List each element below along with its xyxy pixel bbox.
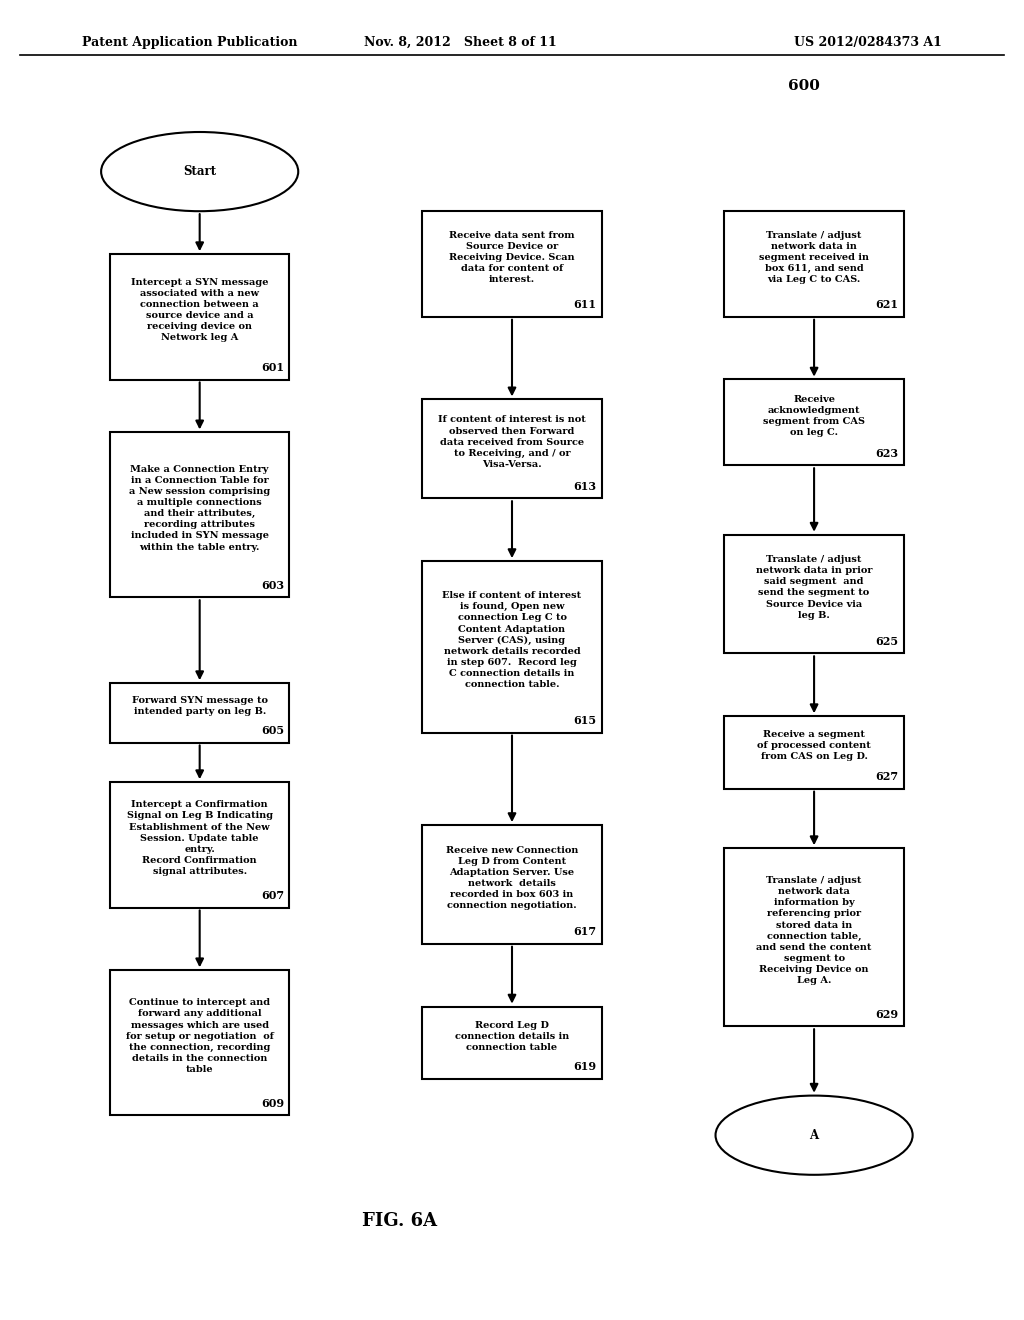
- Text: 611: 611: [573, 300, 596, 310]
- Text: Receive data sent from
Source Device or
Receiving Device. Scan
data for content : Receive data sent from Source Device or …: [450, 231, 574, 284]
- Text: 619: 619: [573, 1061, 596, 1072]
- FancyBboxPatch shape: [111, 781, 289, 908]
- Text: Else if content of interest
is found, Open new
connection Leg C to
Content Adapt: Else if content of interest is found, Op…: [442, 591, 582, 689]
- Ellipse shape: [101, 132, 298, 211]
- FancyBboxPatch shape: [422, 825, 601, 944]
- FancyBboxPatch shape: [725, 211, 904, 317]
- FancyBboxPatch shape: [725, 535, 904, 653]
- FancyBboxPatch shape: [422, 399, 601, 498]
- Text: Receive a segment
of processed content
from CAS on Leg D.: Receive a segment of processed content f…: [757, 730, 871, 762]
- FancyBboxPatch shape: [725, 379, 904, 465]
- Text: Forward SYN message to
intended party on leg B.: Forward SYN message to intended party on…: [132, 696, 267, 717]
- Text: 609: 609: [261, 1098, 284, 1109]
- Text: Continue to intercept and
forward any additional
messages which are used
for set: Continue to intercept and forward any ad…: [126, 998, 273, 1074]
- Text: 625: 625: [876, 636, 899, 647]
- FancyBboxPatch shape: [111, 684, 289, 742]
- FancyBboxPatch shape: [111, 253, 289, 380]
- Text: Nov. 8, 2012   Sheet 8 of 11: Nov. 8, 2012 Sheet 8 of 11: [365, 36, 557, 49]
- Text: Receive new Connection
Leg D from Content
Adaptation Server. Use
network  detail: Receive new Connection Leg D from Conten…: [445, 846, 579, 909]
- Text: Patent Application Publication: Patent Application Publication: [82, 36, 297, 49]
- Text: Intercept a SYN message
associated with a new
connection between a
source device: Intercept a SYN message associated with …: [131, 279, 268, 342]
- Text: 600: 600: [788, 79, 820, 92]
- Ellipse shape: [716, 1096, 912, 1175]
- Text: If content of interest is not
observed then Forward
data received from Source
to: If content of interest is not observed t…: [438, 416, 586, 469]
- FancyBboxPatch shape: [422, 211, 601, 317]
- Text: 629: 629: [876, 1008, 899, 1020]
- Text: 627: 627: [876, 771, 899, 781]
- Text: FIG. 6A: FIG. 6A: [361, 1212, 437, 1230]
- Text: Record Leg D
connection details in
connection table: Record Leg D connection details in conne…: [455, 1020, 569, 1052]
- Text: Translate / adjust
network data in
segment received in
box 611, and send
via Leg: Translate / adjust network data in segme…: [759, 231, 869, 284]
- Text: 607: 607: [261, 890, 284, 900]
- FancyBboxPatch shape: [422, 561, 601, 733]
- Text: A: A: [810, 1129, 818, 1142]
- Text: Receive
acknowledgment
segment from CAS
on leg C.: Receive acknowledgment segment from CAS …: [763, 395, 865, 437]
- Text: 603: 603: [261, 579, 284, 591]
- Text: Make a Connection Entry
in a Connection Table for
a New session comprising
a mul: Make a Connection Entry in a Connection …: [129, 465, 270, 552]
- Text: US 2012/0284373 A1: US 2012/0284373 A1: [795, 36, 942, 49]
- Text: Translate / adjust
network data in prior
said segment  and
send the segment to
S: Translate / adjust network data in prior…: [756, 556, 872, 619]
- Text: Intercept a Confirmation
Signal on Leg B Indicating
Establishment of the New
Ses: Intercept a Confirmation Signal on Leg B…: [127, 800, 272, 876]
- FancyBboxPatch shape: [725, 715, 904, 789]
- FancyBboxPatch shape: [111, 970, 289, 1115]
- Text: 613: 613: [573, 480, 596, 491]
- Text: 623: 623: [876, 447, 899, 458]
- Text: Translate / adjust
network data
information by
referencing prior
stored data in
: Translate / adjust network data informat…: [757, 876, 871, 985]
- Text: 605: 605: [261, 725, 284, 737]
- Text: Start: Start: [183, 165, 216, 178]
- FancyBboxPatch shape: [111, 433, 289, 597]
- FancyBboxPatch shape: [725, 849, 904, 1027]
- Text: 621: 621: [876, 300, 899, 310]
- Text: 601: 601: [261, 362, 284, 372]
- Text: 617: 617: [573, 927, 596, 937]
- Text: 615: 615: [573, 715, 596, 726]
- FancyBboxPatch shape: [422, 1006, 601, 1080]
